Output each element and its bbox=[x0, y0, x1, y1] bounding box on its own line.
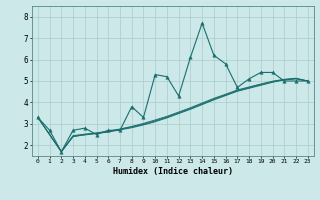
X-axis label: Humidex (Indice chaleur): Humidex (Indice chaleur) bbox=[113, 167, 233, 176]
